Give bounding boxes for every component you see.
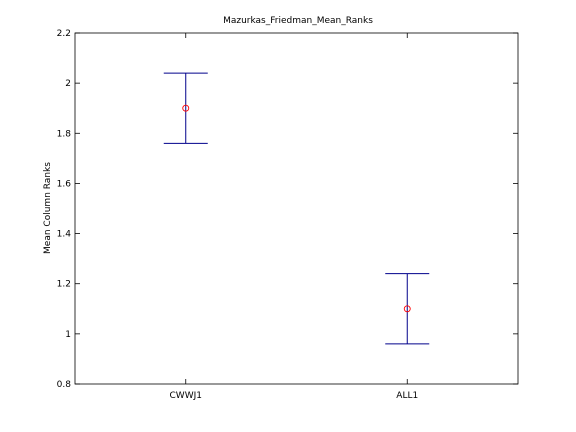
plot-area <box>74 32 519 385</box>
y-tick-label: 2 <box>65 79 71 89</box>
mean-marker <box>182 104 190 112</box>
y-tick-label: 1 <box>65 330 71 340</box>
y-tick-label: 1.8 <box>57 129 72 139</box>
y-axis: 0.8 1 1.2 1.4 1.6 1.8 2 2.2 <box>57 29 518 390</box>
y-tick-label: 1.6 <box>57 179 72 189</box>
x-tick-label: CWWJ1 <box>170 391 202 401</box>
x-axis: CWWJ1 ALL1 <box>170 33 418 401</box>
y-tick-label: 1.2 <box>57 280 71 290</box>
mean-marker <box>403 305 411 313</box>
y-axis-label: Mean Column Ranks <box>43 162 53 254</box>
chart-title: Mazurkas_Friedman_Mean_Ranks <box>223 16 373 26</box>
y-tick-label: 0.8 <box>57 380 72 390</box>
y-tick-label: 2.2 <box>57 29 71 39</box>
y-tick-label: 1.4 <box>57 230 72 240</box>
error-bar-series <box>163 72 430 345</box>
x-tick-label: ALL1 <box>396 391 418 401</box>
